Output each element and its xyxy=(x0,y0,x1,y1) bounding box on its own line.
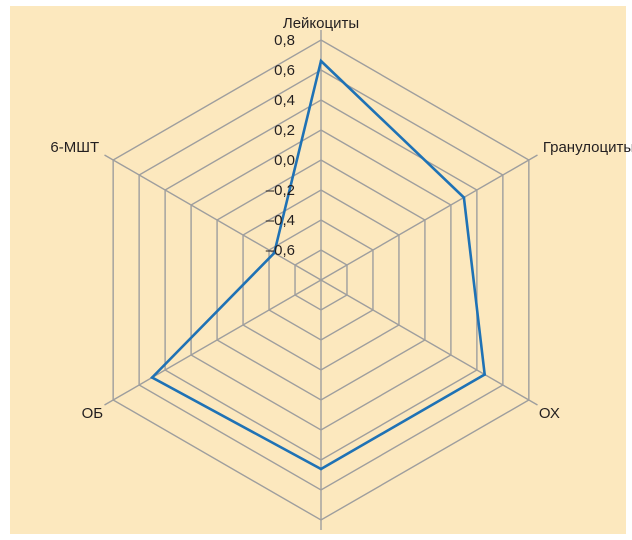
axis-labels: Лейкоциты Гранулоциты ОХ ХЛПВП ОБ 6-МШТ xyxy=(50,15,632,540)
radial-tick-labels: 0,8 0,6 0,4 0,2 0,0 –0,2 –0,4 –0,6 xyxy=(266,32,295,259)
axis-spoke xyxy=(104,279,322,406)
axis-label: Гранулоциты xyxy=(543,139,632,156)
axis-label: 6-МШТ xyxy=(50,139,99,156)
axis-label: ХЛПВП xyxy=(295,537,346,540)
tick-label: 0,6 xyxy=(274,62,295,79)
radar-spokes xyxy=(104,30,538,530)
data-point xyxy=(462,196,466,199)
axis-spoke xyxy=(320,279,538,406)
tick-label: –0,4 xyxy=(266,212,295,229)
data-point xyxy=(150,376,154,379)
axis-label: ОХ xyxy=(539,405,560,422)
tick-label: 0,4 xyxy=(274,92,295,109)
tick-label: 0,8 xyxy=(274,32,295,49)
axis-label: Лейкоциты xyxy=(283,15,359,32)
axis-spoke xyxy=(320,154,538,281)
data-point xyxy=(483,373,486,376)
data-point xyxy=(319,467,323,471)
tick-label: –0,6 xyxy=(266,242,295,259)
tick-label: 0,2 xyxy=(274,122,295,139)
data-point xyxy=(319,59,323,63)
data-point xyxy=(272,251,276,255)
tick-label: 0,0 xyxy=(274,152,295,169)
radar-series xyxy=(149,58,487,471)
tick-label: –0,2 xyxy=(266,182,295,199)
series-line xyxy=(149,58,487,471)
axis-label: ОБ xyxy=(82,405,104,422)
axis-spoke xyxy=(104,154,322,281)
